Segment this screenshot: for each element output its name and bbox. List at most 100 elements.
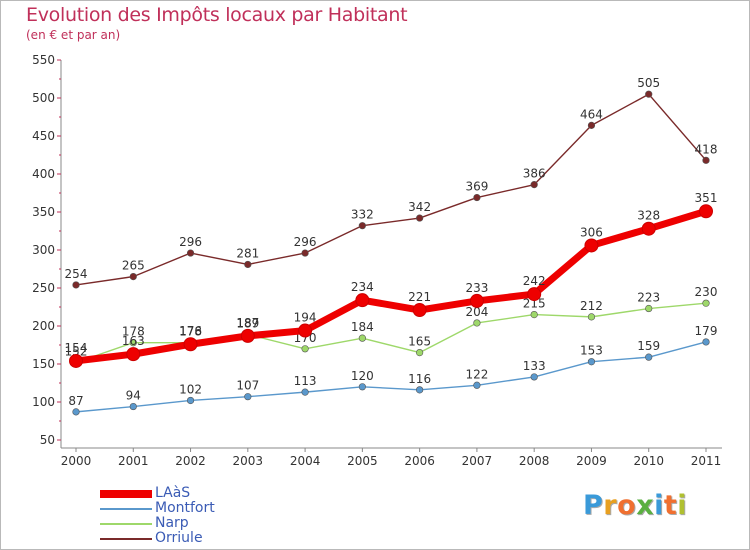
data-point bbox=[473, 193, 481, 202]
x-tick-label: 2000 bbox=[61, 454, 92, 468]
data-label: 234 bbox=[351, 280, 374, 294]
data-label: 281 bbox=[236, 246, 259, 260]
data-label: 165 bbox=[408, 335, 431, 349]
series-line-orriule bbox=[75, 93, 707, 286]
legend-label: Montfort bbox=[155, 500, 215, 516]
data-point bbox=[699, 204, 713, 219]
data-label: 386 bbox=[523, 167, 546, 181]
data-label: 179 bbox=[695, 324, 718, 338]
data-label: 328 bbox=[637, 209, 660, 223]
x-tick-label: 2007 bbox=[462, 454, 493, 468]
logo-letter: x bbox=[636, 490, 655, 521]
data-label: 505 bbox=[637, 76, 660, 90]
series-line-narp bbox=[75, 302, 707, 364]
data-label: 122 bbox=[465, 367, 488, 381]
y-tick-label: 500 bbox=[32, 91, 55, 105]
y-tick-label: 100 bbox=[32, 395, 55, 409]
proxiti-logo: Proxiti bbox=[583, 490, 687, 521]
data-label: 254 bbox=[65, 267, 88, 281]
data-label: 221 bbox=[408, 290, 431, 304]
data-point bbox=[702, 299, 710, 307]
data-point bbox=[645, 353, 653, 361]
data-point bbox=[584, 238, 599, 253]
data-point bbox=[587, 358, 596, 366]
y-tick-label: 400 bbox=[32, 167, 55, 181]
data-label: 176 bbox=[179, 324, 202, 338]
y-tick-label: 350 bbox=[32, 205, 55, 219]
logo-letter: t bbox=[663, 490, 678, 521]
data-point bbox=[527, 287, 542, 302]
data-point bbox=[641, 221, 656, 236]
chart-subtitle: (en € et par an) bbox=[26, 28, 121, 42]
data-point bbox=[183, 337, 198, 352]
data-point bbox=[355, 293, 370, 308]
legend-item: Narp bbox=[100, 515, 300, 531]
legend-label: LAàS bbox=[155, 485, 191, 501]
x-tick-label: 2005 bbox=[347, 454, 378, 468]
y-tick-label: 550 bbox=[32, 53, 55, 67]
data-point bbox=[358, 383, 366, 391]
data-label: 133 bbox=[523, 359, 546, 373]
data-point bbox=[358, 334, 366, 342]
data-label: 230 bbox=[695, 285, 718, 299]
series-line-laàs bbox=[72, 207, 710, 365]
data-label: 153 bbox=[580, 344, 603, 358]
data-label: 163 bbox=[122, 334, 145, 348]
x-tick-label: 2009 bbox=[576, 454, 607, 468]
data-point bbox=[301, 388, 309, 396]
x-tick-label: 2004 bbox=[290, 454, 321, 468]
data-point bbox=[645, 304, 653, 313]
x-tick-label: 2011 bbox=[691, 454, 722, 468]
data-point bbox=[702, 156, 710, 164]
logo-letter: o bbox=[617, 490, 637, 521]
data-point bbox=[186, 396, 195, 405]
data-point bbox=[298, 323, 313, 338]
data-point bbox=[530, 311, 538, 319]
data-label: 418 bbox=[695, 142, 718, 156]
data-label: 152 bbox=[65, 344, 88, 358]
data-point bbox=[645, 90, 653, 98]
data-point bbox=[702, 338, 710, 346]
data-point bbox=[416, 349, 424, 357]
data-point bbox=[72, 281, 80, 289]
x-tick-label: 2002 bbox=[175, 454, 206, 468]
x-tick-label: 2010 bbox=[633, 454, 664, 468]
data-label: 178 bbox=[179, 325, 202, 339]
legend-swatch bbox=[100, 508, 152, 510]
data-label: 184 bbox=[351, 320, 374, 334]
legend-item: LAàS bbox=[100, 485, 300, 501]
data-point bbox=[301, 345, 309, 353]
data-point bbox=[473, 381, 481, 389]
data-point bbox=[587, 313, 596, 321]
data-point bbox=[358, 222, 366, 230]
x-tick-label: 2006 bbox=[404, 454, 435, 468]
data-point bbox=[301, 249, 309, 257]
y-tick-label: 450 bbox=[32, 129, 55, 143]
data-point bbox=[473, 319, 481, 327]
legend-swatch bbox=[100, 523, 152, 525]
legend-item: Orriule bbox=[100, 530, 300, 546]
data-label: 113 bbox=[294, 374, 317, 388]
data-point bbox=[530, 181, 538, 189]
data-label: 306 bbox=[580, 225, 603, 239]
data-point bbox=[530, 373, 538, 381]
y-tick-label: 50 bbox=[40, 433, 55, 447]
series-line-montfort bbox=[75, 341, 707, 413]
logo-letter: i bbox=[654, 490, 664, 521]
data-point bbox=[72, 408, 80, 416]
data-label: 189 bbox=[236, 316, 259, 330]
x-tick-label: 2001 bbox=[118, 454, 149, 468]
data-label: 233 bbox=[465, 281, 488, 295]
data-label: 178 bbox=[122, 325, 145, 339]
data-label: 332 bbox=[351, 208, 374, 222]
data-label: 223 bbox=[637, 291, 660, 305]
data-point bbox=[129, 402, 137, 411]
y-tick-label: 150 bbox=[32, 357, 55, 371]
data-point bbox=[469, 293, 484, 308]
data-point bbox=[129, 339, 137, 347]
data-label: 265 bbox=[122, 259, 145, 273]
y-tick-label: 200 bbox=[32, 319, 55, 333]
data-label: 116 bbox=[408, 372, 431, 386]
data-point bbox=[412, 303, 427, 318]
